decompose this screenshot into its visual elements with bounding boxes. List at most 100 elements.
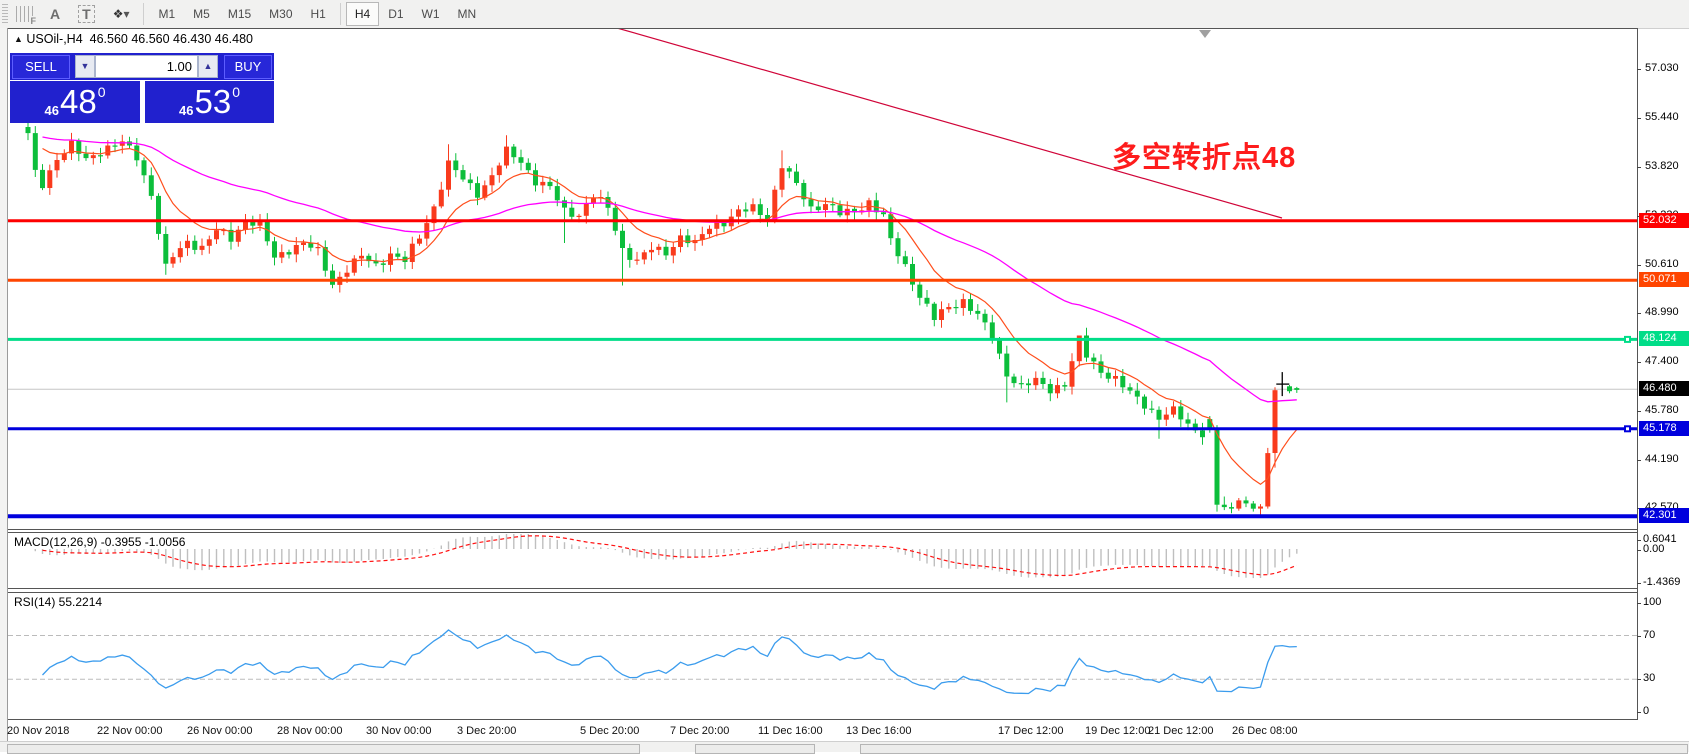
date-axis-label: 30 Nov 00:00: [366, 725, 432, 737]
level-price-label: 52.032: [1639, 213, 1689, 228]
timeframe-button-w1[interactable]: W1: [421, 7, 440, 21]
date-axis-label: 21 Dec 12:00: [1148, 725, 1214, 737]
macd-axis-label: -1.4369: [1643, 576, 1681, 588]
text-box-icon[interactable]: T: [69, 4, 104, 24]
rsi-axis-label: 70: [1643, 629, 1656, 641]
price-axis-tick-label: 50.610: [1645, 258, 1679, 270]
sell-price-box[interactable]: 46 48 0: [10, 81, 140, 123]
timeframe-button-m30[interactable]: M30: [269, 7, 293, 21]
toolbar-drag-handle[interactable]: [2, 4, 10, 24]
price-axis-tick-label: 57.030: [1645, 62, 1679, 74]
price-axis-tick-label: 53.820: [1645, 160, 1679, 172]
rsi-axis-tick: [1637, 679, 1641, 680]
macd-axis-tick: [1637, 540, 1641, 541]
date-axis-label: 17 Dec 12:00: [998, 725, 1064, 737]
rsi-pane[interactable]: [8, 591, 1637, 722]
toolbar-separator: [143, 3, 145, 25]
date-axis-label: 19 Dec 12:00: [1085, 725, 1151, 737]
timeframe-button-h4[interactable]: H4: [345, 2, 380, 26]
timeframe-button-m1[interactable]: M1: [158, 7, 176, 21]
price-axis-tick: [1637, 69, 1641, 70]
macd-axis-tick: [1637, 583, 1641, 584]
price-axis-border: [1637, 28, 1638, 720]
timeframe-button-m15[interactable]: M15: [227, 7, 252, 21]
volume-decrease-button[interactable]: ▼: [75, 55, 95, 78]
macd-label: MACD(12,26,9) -0.3955 -1.0056: [14, 535, 186, 549]
buy-price-sup: 0: [232, 84, 240, 100]
price-axis-tick-label: 48.990: [1645, 306, 1679, 318]
indicator-window-icon[interactable]: F: [16, 6, 36, 26]
chart-annotation-text: 多空转折点48: [1112, 142, 1297, 174]
buy-price-big: 53: [194, 83, 232, 120]
sell-price-big: 48: [59, 83, 97, 120]
date-axis-label: 20 Nov 2018: [7, 725, 70, 737]
timeframe-button-h1[interactable]: H1: [310, 7, 326, 21]
date-axis-label: 11 Dec 16:00: [758, 725, 823, 737]
volume-input[interactable]: [95, 55, 198, 78]
volume-increase-button[interactable]: ▲: [198, 55, 218, 78]
rsi-axis-label: 30: [1643, 672, 1656, 684]
sell-price-sup: 0: [97, 84, 106, 100]
date-axis-label: 7 Dec 20:00: [670, 725, 730, 737]
price-axis-tick: [1637, 411, 1641, 412]
bottom-tab[interactable]: [860, 744, 1688, 754]
price-axis-tick: [1637, 362, 1641, 363]
macd-axis-label: 0.6041: [1643, 533, 1677, 545]
timeframe-button-d1[interactable]: D1: [388, 7, 404, 21]
toolbar-separator: [339, 3, 341, 25]
window-left-edge: [0, 28, 8, 751]
price-axis-tick-label: 55.440: [1645, 111, 1679, 123]
rsi-axis-tick: [1637, 712, 1641, 713]
rsi-axis-tick: [1637, 603, 1641, 604]
date-axis-label: 28 Nov 00:00: [277, 725, 343, 737]
one-click-trade-panel: SELL ▼ ▲ BUY: [10, 53, 274, 80]
macd-axis-label: 0.00: [1643, 543, 1665, 555]
macd-axis-tick: [1637, 550, 1641, 551]
date-axis-label: 3 Dec 20:00: [457, 725, 517, 737]
price-axis-tick-label: 45.780: [1645, 404, 1679, 416]
rsi-axis-tick: [1637, 636, 1641, 637]
ohlc-values: 46.560 46.560 46.430 46.480: [89, 32, 253, 46]
drawing-tools-icon[interactable]: ❖▾: [104, 5, 139, 23]
timeframe-buttons: M1 M5 M15 M30 H1 H4 D1 W1 MN: [149, 2, 485, 26]
text-label-icon[interactable]: A: [50, 6, 61, 22]
price-axis-tick: [1637, 460, 1641, 461]
level-price-label: 42.301: [1639, 508, 1689, 523]
price-axis-tick-label: 47.400: [1645, 355, 1679, 367]
toolbar: F A T ❖▾ M1 M5 M15 M30 H1 H4 D1 W1 MN: [0, 0, 1689, 29]
bottom-tab[interactable]: [7, 744, 640, 754]
rsi-label: RSI(14) 55.2214: [14, 595, 103, 609]
price-axis-tick: [1637, 167, 1641, 168]
date-axis-label: 13 Dec 16:00: [846, 725, 912, 737]
timeframe-button-m5[interactable]: M5: [193, 7, 210, 21]
date-axis-label: 22 Nov 00:00: [97, 725, 163, 737]
diamond-icon: ❖: [112, 7, 124, 21]
price-axis-tick: [1637, 118, 1641, 119]
trade-prices: 46 48 0 46 53 0: [10, 81, 274, 123]
buy-price-box[interactable]: 46 53 0: [145, 81, 274, 123]
sell-button[interactable]: SELL: [12, 54, 70, 79]
date-axis-label: 26 Dec 08:00: [1232, 725, 1298, 737]
level-price-label: 45.178: [1639, 421, 1689, 436]
level-price-label: 48.124: [1639, 331, 1689, 346]
chevron-down-icon: ▾: [123, 7, 130, 21]
buy-price-prefix: 46: [179, 103, 194, 118]
sell-price-prefix: 46: [44, 103, 59, 118]
chart-title: ▲ USOil-,H4 46.560 46.560 46.430 46.480: [14, 32, 253, 46]
date-axis-label: 26 Nov 00:00: [187, 725, 253, 737]
bottom-tab-strip: [0, 741, 1689, 754]
rsi-axis-label: 0: [1643, 705, 1650, 717]
level-price-label: 50.071: [1639, 272, 1689, 287]
price-chart[interactable]: [8, 28, 1637, 530]
price-axis-tick: [1637, 313, 1641, 314]
bottom-tab[interactable]: [695, 744, 815, 754]
macd-pane[interactable]: [8, 530, 1637, 590]
price-axis-tick-label: 44.190: [1645, 453, 1679, 465]
price-axis-tick: [1637, 265, 1641, 266]
timeframe-button-mn[interactable]: MN: [457, 7, 477, 21]
buy-button[interactable]: BUY: [224, 54, 272, 79]
symbol-label: USOil-,H4: [26, 32, 83, 46]
rsi-axis-label: 100: [1643, 596, 1662, 608]
collapse-panel-icon[interactable]: ▲: [14, 34, 23, 44]
